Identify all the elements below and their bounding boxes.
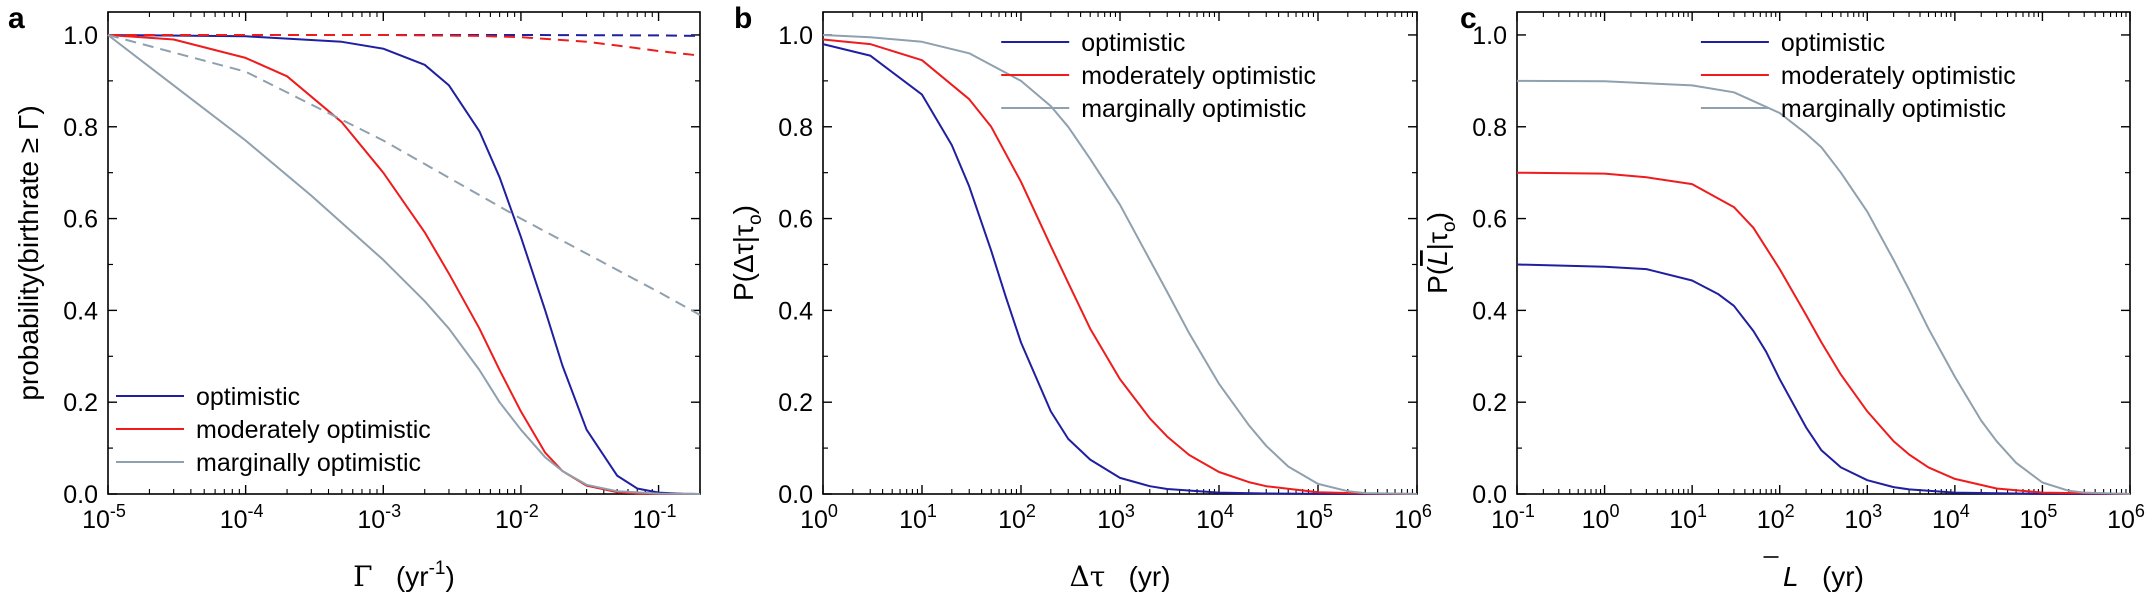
panel-letter-b: b [734, 2, 752, 35]
series-line-moderately-solid [107, 34, 701, 495]
y-tick-label: 0.0 [1472, 481, 1507, 509]
x-tick-label: 106 [1394, 501, 1432, 534]
x-tick-label: 105 [2020, 501, 2058, 534]
legend-label-marginally: marginally optimistic [196, 449, 421, 477]
y-tick-label: 0.6 [1472, 206, 1507, 234]
series-line-optimistic-solid [822, 43, 1418, 495]
series-line-optimistic-solid [107, 34, 701, 495]
x-tick-label: 10-2 [495, 501, 539, 534]
legend-label-moderately: moderately optimistic [196, 416, 431, 444]
x-axis-label: Δτ (yr) [1069, 560, 1170, 593]
y-tick-label: 0.4 [63, 297, 98, 325]
series-line-optimistic-solid [1516, 263, 2131, 495]
y-tick-label: 0.2 [63, 389, 98, 417]
x-tick-label: 10-1 [633, 501, 677, 534]
y-tick-label: 0.4 [778, 297, 813, 325]
legend-label-moderately: moderately optimistic [1081, 62, 1316, 90]
panel-letter-a: a [8, 2, 25, 35]
y-tick-label: 0.2 [1472, 389, 1507, 417]
x-axis-label: L (yr) [1783, 561, 1864, 592]
y-tick-label: 0.8 [778, 114, 813, 142]
x-tick-label: 106 [2107, 501, 2145, 534]
legend-label-optimistic: optimistic [1081, 29, 1185, 57]
y-tick-label: 0.6 [778, 206, 813, 234]
chart-panel-b: 0.0 0.2 0.4 0.6 0.8 1.0 100 101 102 103 104 105 106 o… [728, 11, 1432, 593]
x-tick-label: 103 [1844, 501, 1882, 534]
x-tick-label: 105 [1295, 501, 1333, 534]
y-tick-label: 0.4 [1472, 297, 1507, 325]
y-tick-label: 0.8 [1472, 114, 1507, 142]
series-line-marginally-dashed [107, 34, 701, 316]
series-line-marginally-solid [822, 34, 1418, 495]
y-tick-label: 0.8 [63, 114, 98, 142]
y-axis-label: P(Δτ|τo) [728, 205, 766, 301]
series-line-marginally-solid [1516, 79, 2131, 495]
y-tick-label: 0.0 [63, 481, 98, 509]
y-tick-label: 1.0 [1472, 22, 1507, 50]
x-tick-label: 10-5 [82, 501, 126, 534]
y-axis-label: P(L|τo) [1422, 212, 1460, 294]
legend-label-optimistic: optimistic [196, 383, 300, 411]
x-axis-label: Γ (yr-1) [353, 558, 455, 593]
chart-panel-c: 0.0 0.2 0.4 0.6 0.8 1.0 10-1 100 101 102 103 104 105… [1422, 11, 2145, 592]
plot-frame [1516, 11, 2131, 495]
x-tick-label: 102 [998, 501, 1036, 534]
y-tick-label: 0.6 [63, 206, 98, 234]
x-tick-label: 10-4 [220, 501, 264, 534]
series-line-moderately-solid [1516, 171, 2131, 495]
legend-label-optimistic: optimistic [1781, 29, 1885, 57]
y-tick-label: 1.0 [63, 22, 98, 50]
x-tick-label: 100 [1582, 501, 1620, 534]
series-line-moderately-solid [822, 38, 1418, 495]
plot-frame [107, 11, 701, 495]
x-tick-label: 101 [899, 501, 937, 534]
series-line-moderately-dashed [108, 34, 701, 57]
legend-label-marginally: marginally optimistic [1081, 95, 1306, 123]
y-tick-label: 0.2 [778, 389, 813, 417]
x-tick-label: 100 [800, 501, 838, 534]
legend-label-moderately: moderately optimistic [1781, 62, 2016, 90]
x-tick-label: 104 [1932, 501, 1970, 534]
series-line-marginally-solid [107, 34, 701, 495]
chart-panel-a: 0.0 0.2 0.4 0.6 0.8 1.0 10-5 10-4 10-3 10-2 10-1 op… [13, 11, 701, 593]
x-tick-label: 101 [1669, 501, 1707, 534]
legend-label-marginally: marginally optimistic [1781, 95, 2006, 123]
x-tick-label: 104 [1196, 501, 1234, 534]
panel-letter-c: c [1460, 2, 1477, 35]
y-tick-label: 0.0 [778, 481, 813, 509]
y-axis-label: probability(birthrate ≥ Γ) [13, 105, 44, 400]
x-tick-label: 102 [1757, 501, 1795, 534]
x-tick-label: 10-1 [1491, 501, 1535, 534]
x-tick-label: 10-3 [357, 501, 401, 534]
x-tick-label: 103 [1097, 501, 1135, 534]
y-tick-label: 1.0 [778, 22, 813, 50]
